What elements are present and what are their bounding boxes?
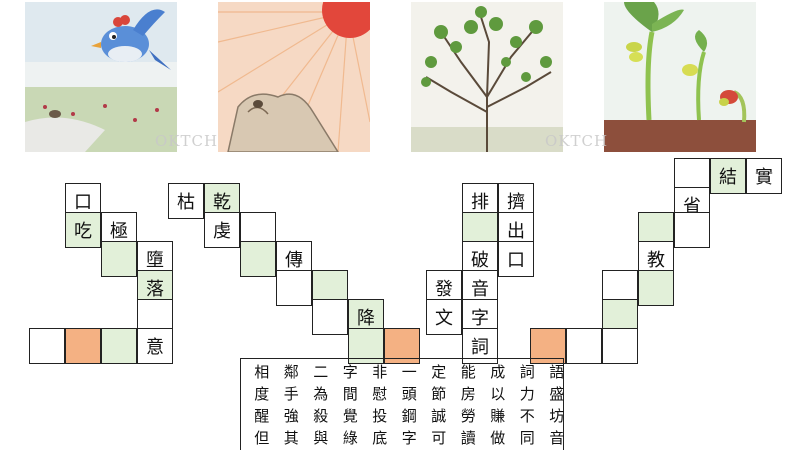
word-bank-char: 其 xyxy=(283,429,299,447)
puzzle1-cell[interactable]: 意 xyxy=(137,328,173,364)
word-bank-char: 慰 xyxy=(372,385,388,403)
word-bank-char: 相 xyxy=(254,363,270,381)
word-bank-char: 盛 xyxy=(549,385,565,403)
word-bank-char: 節 xyxy=(431,385,447,403)
word-bank-char: 不 xyxy=(519,407,535,425)
puzzle2-cell[interactable] xyxy=(240,241,276,277)
puzzle2-cell[interactable] xyxy=(312,299,348,335)
word-bank-char: 力 xyxy=(519,385,535,403)
word-bank-char: 一 xyxy=(401,363,417,381)
word-bank-char: 房 xyxy=(460,385,476,403)
puzzle1-answer-cell[interactable] xyxy=(65,328,101,364)
word-bank-char: 讀 xyxy=(460,429,476,447)
puzzle2-cell[interactable]: 枯 xyxy=(168,183,204,219)
word-bank-char: 可 xyxy=(431,429,447,447)
word-bank-char: 為 xyxy=(313,385,329,403)
word-bank-char: 字 xyxy=(342,363,358,381)
word-bank-char: 定 xyxy=(431,363,447,381)
puzzle4-cell[interactable]: 結 xyxy=(710,158,746,194)
word-bank-char: 底 xyxy=(372,429,388,447)
word-bank-char: 賺 xyxy=(490,407,506,425)
sun-illustration xyxy=(218,2,370,152)
word-bank-char: 以 xyxy=(490,385,506,403)
word-bank-char: 手 xyxy=(283,385,299,403)
watermark-1: OKTCH xyxy=(155,132,219,150)
word-bank-char: 投 xyxy=(372,407,388,425)
word-bank-char: 成 xyxy=(490,363,506,381)
puzzle4-cell[interactable] xyxy=(674,212,710,248)
puzzle4-cell[interactable] xyxy=(602,328,638,364)
puzzle2-cell[interactable]: 虔 xyxy=(204,212,240,248)
puzzle3-cell[interactable]: 文 xyxy=(426,299,462,335)
word-bank-char: 語 xyxy=(549,363,565,381)
watermark-2: OKTCH xyxy=(545,132,609,150)
word-bank-char: 與 xyxy=(313,429,329,447)
word-bank-row: 醒強殺覺投鋼誠勞賺不坊 xyxy=(247,405,572,426)
word-bank-char: 強 xyxy=(283,407,299,425)
word-bank-char: 能 xyxy=(460,363,476,381)
puzzle1-cell[interactable]: 吃 xyxy=(65,212,101,248)
word-bank-char: 殺 xyxy=(313,407,329,425)
puzzle2-cell[interactable] xyxy=(276,270,312,306)
sprout-illustration xyxy=(604,2,756,152)
word-bank-char: 度 xyxy=(254,385,270,403)
word-bank-row: 但其與綠底字可讀做同音 xyxy=(247,427,572,448)
word-bank-char: 同 xyxy=(519,429,535,447)
word-bank-row: 相鄰二字非一定能成詞語 xyxy=(247,361,572,382)
word-bank-char: 二 xyxy=(313,363,329,381)
word-bank-char: 誠 xyxy=(431,407,447,425)
word-bank-char: 鄰 xyxy=(283,363,299,381)
word-bank-char: 間 xyxy=(342,385,358,403)
bird-illustration xyxy=(25,2,177,152)
puzzle4-cell[interactable] xyxy=(566,328,602,364)
puzzle1-cell[interactable] xyxy=(101,328,137,364)
word-bank-row: 度手為間慰頭節房以力盛 xyxy=(247,383,572,404)
word-bank-char: 坊 xyxy=(549,407,565,425)
puzzle1-cell[interactable] xyxy=(101,241,137,277)
word-bank-char: 字 xyxy=(401,429,417,447)
word-bank-char: 覺 xyxy=(342,407,358,425)
word-bank-char: 勞 xyxy=(460,407,476,425)
word-bank-char: 頭 xyxy=(401,385,417,403)
word-bank-char: 音 xyxy=(549,429,565,447)
puzzle1-cell[interactable] xyxy=(29,328,65,364)
word-bank-char: 醒 xyxy=(254,407,270,425)
puzzle4-cell[interactable] xyxy=(638,270,674,306)
word-bank-char: 鋼 xyxy=(401,407,417,425)
word-bank: 相鄰二字非一定能成詞語 度手為間慰頭節房以力盛 醒強殺覺投鋼誠勞賺不坊 但其與綠… xyxy=(240,358,564,450)
word-bank-char: 綠 xyxy=(342,429,358,447)
puzzle3-cell[interactable]: 口 xyxy=(498,241,534,277)
word-bank-char: 非 xyxy=(372,363,388,381)
thorny-tree-illustration xyxy=(411,2,563,152)
puzzle4-cell[interactable]: 實 xyxy=(746,158,782,194)
word-bank-char: 詞 xyxy=(519,363,535,381)
word-bank-char: 做 xyxy=(490,429,506,447)
word-bank-char: 但 xyxy=(254,429,270,447)
